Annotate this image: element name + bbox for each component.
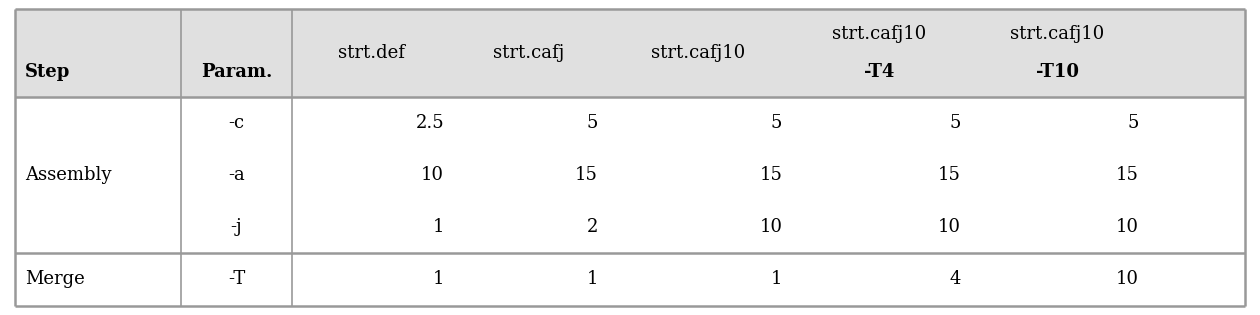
Text: 1: 1 <box>432 271 444 289</box>
Text: -T10: -T10 <box>1036 63 1079 81</box>
Text: 10: 10 <box>1116 218 1139 236</box>
Text: 15: 15 <box>575 166 597 184</box>
Text: -T: -T <box>228 271 246 289</box>
Text: 4: 4 <box>949 271 960 289</box>
Bar <box>15 97 1245 306</box>
Text: 15: 15 <box>937 166 960 184</box>
Text: 5: 5 <box>586 114 597 132</box>
Text: 10: 10 <box>760 218 782 236</box>
Text: strt.def: strt.def <box>339 44 406 62</box>
Text: Merge: Merge <box>25 271 84 289</box>
Text: strt.cafj10: strt.cafj10 <box>650 44 745 62</box>
Text: 10: 10 <box>1116 271 1139 289</box>
Text: 2: 2 <box>586 218 597 236</box>
Bar <box>15 9 1245 97</box>
Text: 5: 5 <box>1128 114 1139 132</box>
Text: 15: 15 <box>760 166 782 184</box>
Text: 15: 15 <box>1116 166 1139 184</box>
Text: Assembly: Assembly <box>25 166 112 184</box>
Text: -a: -a <box>228 166 244 184</box>
Text: 2.5: 2.5 <box>416 114 444 132</box>
Text: strt.cafj10: strt.cafj10 <box>832 25 926 43</box>
Text: 1: 1 <box>771 271 782 289</box>
Text: 10: 10 <box>421 166 444 184</box>
Text: strt.cafj10: strt.cafj10 <box>1011 25 1105 43</box>
Text: Step: Step <box>25 63 71 81</box>
Text: 5: 5 <box>771 114 782 132</box>
Text: 5: 5 <box>949 114 960 132</box>
Text: -T4: -T4 <box>864 63 895 81</box>
Text: -c: -c <box>228 114 244 132</box>
Text: 1: 1 <box>432 218 444 236</box>
Text: Param.: Param. <box>200 63 272 81</box>
Text: 10: 10 <box>937 218 960 236</box>
Text: 1: 1 <box>586 271 597 289</box>
Text: -j: -j <box>231 218 242 236</box>
Text: strt.cafj: strt.cafj <box>493 44 564 62</box>
